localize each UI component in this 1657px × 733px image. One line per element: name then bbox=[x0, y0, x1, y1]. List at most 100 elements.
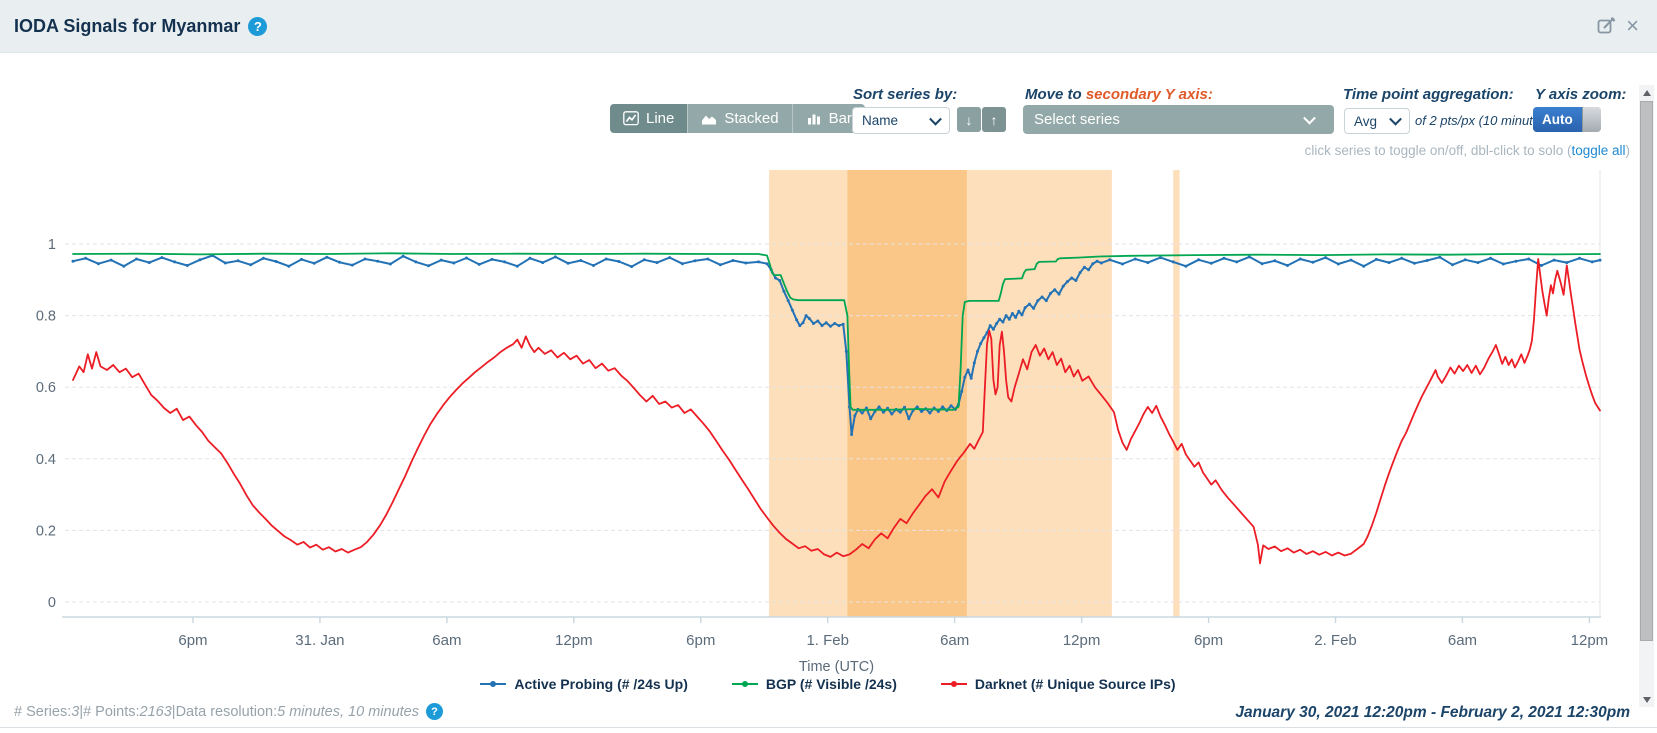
outage-region-dark[interactable] bbox=[847, 170, 967, 617]
x-tick-label: 6am bbox=[1448, 632, 1477, 649]
series-marker bbox=[1032, 306, 1036, 310]
scrollbar-thumb[interactable] bbox=[1640, 101, 1653, 641]
stats-separator: | bbox=[171, 703, 176, 720]
stats-help-icon[interactable]: ? bbox=[425, 703, 443, 720]
series-marker bbox=[744, 261, 748, 265]
bar-chart-icon bbox=[807, 114, 820, 125]
series-marker bbox=[1044, 299, 1048, 303]
outage-region-light[interactable] bbox=[966, 170, 1112, 617]
series-marker bbox=[1070, 276, 1074, 280]
series-marker bbox=[1036, 299, 1040, 303]
vertical-scrollbar[interactable] bbox=[1639, 85, 1654, 707]
x-tick-label: 6am bbox=[432, 632, 461, 649]
sort-select-wrap: Name bbox=[852, 107, 950, 134]
data-resolution-label: Data resolution: bbox=[175, 703, 278, 720]
series-marker bbox=[1133, 257, 1137, 261]
secondary-axis-label: Move to secondary Y axis: bbox=[1025, 86, 1213, 103]
series-marker bbox=[798, 324, 802, 328]
series-marker bbox=[147, 261, 151, 265]
series-marker bbox=[1082, 265, 1086, 269]
toggle-all-link[interactable]: toggle all bbox=[1571, 143, 1626, 158]
series-marker bbox=[915, 405, 919, 409]
legend-item-2[interactable]: Darknet (# Unique Source IPs) bbox=[940, 676, 1176, 692]
date-range: January 30, 2021 12:20pm - February 2, 2… bbox=[1235, 704, 1630, 721]
y-axis-zoom-toggle[interactable]: Auto bbox=[1533, 107, 1601, 132]
sort-descending-button[interactable]: ↓ bbox=[957, 107, 981, 132]
series-marker bbox=[979, 342, 983, 345]
series-marker bbox=[877, 405, 881, 409]
series-marker bbox=[655, 261, 659, 265]
series-marker bbox=[869, 417, 873, 421]
x-tick-label: 6pm bbox=[1194, 632, 1223, 649]
series-marker bbox=[790, 308, 794, 312]
series-marker bbox=[173, 260, 177, 264]
y-tick-label: 0.8 bbox=[36, 309, 56, 325]
page-title: IODA Signals for Myanmar bbox=[14, 15, 241, 36]
series-count-value: 3 bbox=[71, 703, 80, 720]
series-marker bbox=[1324, 256, 1328, 260]
series-line-1[interactable] bbox=[72, 252, 1601, 411]
series-marker bbox=[135, 257, 138, 261]
series-marker bbox=[1374, 257, 1378, 261]
series-marker bbox=[1489, 256, 1493, 260]
legend-item-0[interactable]: Active Probing (# /24s Up) bbox=[480, 676, 688, 692]
series-marker bbox=[71, 259, 75, 263]
series-line-2[interactable] bbox=[72, 258, 1601, 565]
series-marker bbox=[988, 324, 992, 328]
select-series-placeholder: Select series bbox=[1034, 111, 1120, 128]
series-marker bbox=[995, 322, 999, 325]
series-marker bbox=[401, 254, 405, 258]
series-count-label: # Series: bbox=[14, 703, 72, 720]
series-marker bbox=[198, 258, 202, 262]
series-marker bbox=[1552, 258, 1556, 262]
outage-region-light[interactable] bbox=[1173, 170, 1180, 617]
series-marker bbox=[185, 264, 189, 267]
y-tick-label: 0.4 bbox=[36, 452, 56, 468]
chart-type-stacked-button[interactable]: Stacked bbox=[687, 104, 792, 133]
hint-prefix: click series to toggle on/off, dbl-click… bbox=[1304, 143, 1572, 158]
series-marker bbox=[604, 257, 608, 261]
series-marker bbox=[668, 256, 672, 260]
chart-type-line-button[interactable]: Line bbox=[610, 104, 688, 133]
legend-item-1[interactable]: BGP (# Visible /24s) bbox=[731, 676, 897, 692]
close-icon[interactable]: × bbox=[1626, 13, 1639, 38]
series-marker bbox=[801, 321, 805, 325]
series-marker bbox=[680, 262, 684, 266]
outage-region-light[interactable] bbox=[769, 170, 848, 617]
widget-header: IODA Signals for Myanmar ? × bbox=[0, 0, 1657, 53]
series-marker bbox=[1539, 264, 1543, 267]
series-marker bbox=[1027, 302, 1031, 306]
x-tick-label: 31. Jan bbox=[295, 632, 344, 649]
series-marker bbox=[991, 327, 995, 331]
y-axis-zoom-toggle-label: Auto bbox=[1533, 107, 1582, 132]
series-marker bbox=[1311, 260, 1315, 264]
series-marker bbox=[1146, 261, 1150, 265]
series-marker bbox=[1578, 256, 1581, 260]
aggregation-suffix: of 2 pts/px (10 minutes) bbox=[1415, 113, 1551, 128]
x-tick-label: 2. Feb bbox=[1314, 632, 1357, 649]
x-tick-label: 1. Feb bbox=[806, 632, 849, 649]
y-tick-label: 0 bbox=[48, 595, 56, 611]
series-marker bbox=[1222, 256, 1226, 260]
series-marker bbox=[515, 264, 519, 268]
scroll-up-arrow-icon[interactable] bbox=[1639, 85, 1654, 100]
series-marker bbox=[414, 260, 418, 264]
series-marker bbox=[1171, 260, 1175, 264]
chart-type-group: Line Stacked Bar bbox=[610, 104, 865, 133]
edit-icon[interactable] bbox=[1596, 16, 1616, 36]
y-tick-label: 0.6 bbox=[36, 380, 56, 396]
series-marker bbox=[452, 261, 456, 265]
series-marker bbox=[1007, 317, 1011, 321]
series-marker bbox=[1451, 263, 1454, 267]
series-marker bbox=[907, 417, 911, 421]
select-series-dropdown[interactable]: Select series bbox=[1023, 105, 1334, 134]
sort-select[interactable]: Name bbox=[853, 108, 949, 133]
y-axis-zoom-label: Y axis zoom: bbox=[1535, 86, 1627, 103]
scroll-down-arrow-icon[interactable] bbox=[1639, 692, 1654, 707]
aggregation-select[interactable]: Avg bbox=[1345, 109, 1409, 133]
series-marker bbox=[928, 411, 932, 415]
series-marker bbox=[541, 261, 545, 265]
sort-ascending-button[interactable]: ↑ bbox=[982, 107, 1006, 132]
title-help-icon[interactable]: ? bbox=[248, 16, 268, 36]
